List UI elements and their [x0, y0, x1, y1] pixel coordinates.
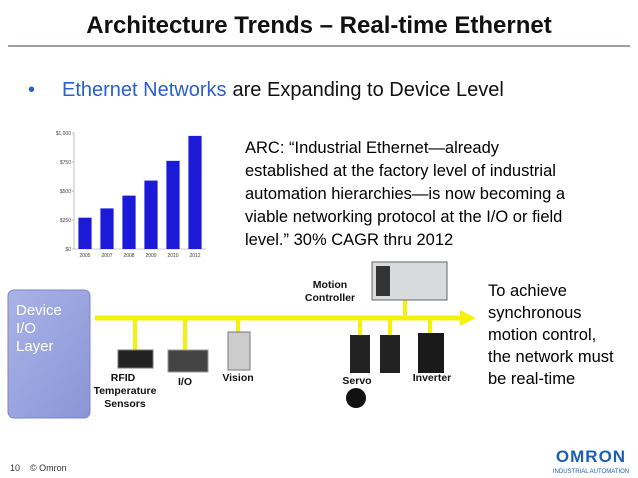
quote-line: level.” 30% CAGR thru 2012	[245, 231, 453, 249]
logo-sub: INDUSTRIAL AUTOMATION	[553, 469, 629, 475]
inverter-device	[418, 333, 444, 373]
device-label: Controller	[305, 292, 355, 304]
y-tick-label: $1,000	[56, 131, 72, 137]
bar	[78, 217, 92, 249]
y-tick-label: $0	[65, 247, 71, 253]
x-tick-label: 2010	[167, 253, 178, 259]
bullet: Ethernet Networks are Expanding to Device…	[62, 79, 504, 101]
x-tick-label: 2008	[123, 253, 134, 259]
bullet-rest: are Expanding to Device Level	[233, 79, 504, 101]
device-label: Motion	[313, 279, 347, 291]
servo-drive	[350, 335, 370, 373]
device-label: RFID	[111, 372, 136, 384]
title: Architecture Trends – Real-time Ethernet	[86, 12, 551, 39]
device-label: Vision	[222, 372, 253, 384]
bar	[100, 208, 114, 249]
bullet-dot: •	[28, 79, 35, 101]
bar	[122, 195, 136, 249]
callout-line: synchronous	[488, 304, 582, 322]
x-tick-label: 2009	[145, 253, 156, 259]
device-label: Temperature	[94, 385, 157, 397]
callout-line: the network must	[488, 348, 614, 366]
callout-line: motion control,	[488, 326, 596, 344]
servo-motor	[346, 388, 366, 408]
io-device	[167, 349, 209, 373]
layer-label: I/O	[16, 320, 36, 337]
servo-drive	[380, 335, 400, 373]
callout-line: be real-time	[488, 370, 575, 388]
layer-box	[7, 289, 91, 419]
vision-device	[227, 331, 251, 371]
x-tick-label: 2005	[79, 253, 90, 259]
bar	[188, 135, 202, 249]
device-label: I/O	[178, 376, 192, 388]
network-arrow	[460, 310, 476, 326]
logo: OMRON	[556, 447, 626, 466]
rfid-device	[117, 349, 154, 369]
device-label: Sensors	[104, 398, 146, 410]
quote-line: ARC: “Industrial Ethernet—already	[245, 139, 500, 157]
callout-line: To achieve	[488, 282, 567, 300]
quote-line: established at the factory level of indu…	[245, 162, 556, 180]
copyright: © Omron	[30, 463, 67, 473]
page-number: 10	[10, 463, 20, 473]
bar	[166, 160, 180, 249]
layer-label: Layer	[16, 338, 54, 355]
device-label: Servo	[342, 375, 371, 387]
x-tick-label: 2007	[101, 253, 112, 259]
bar	[144, 180, 158, 249]
y-tick-label: $750	[60, 160, 71, 166]
device-label: Inverter	[413, 372, 452, 384]
bullet-highlight: Ethernet Networks	[62, 79, 227, 101]
quote: ARC: “Industrial Ethernet—already establ…	[245, 139, 566, 249]
layer-label: Device	[16, 302, 62, 319]
x-tick-label: 2012	[189, 253, 200, 259]
quote-line: automation hierarchies—is now becoming a	[245, 185, 566, 203]
motion-controller-module	[376, 266, 390, 296]
quote-line: viable networking protocol at the I/O or…	[245, 208, 562, 226]
y-tick-label: $250	[60, 218, 71, 224]
y-tick-label: $500	[60, 189, 71, 195]
